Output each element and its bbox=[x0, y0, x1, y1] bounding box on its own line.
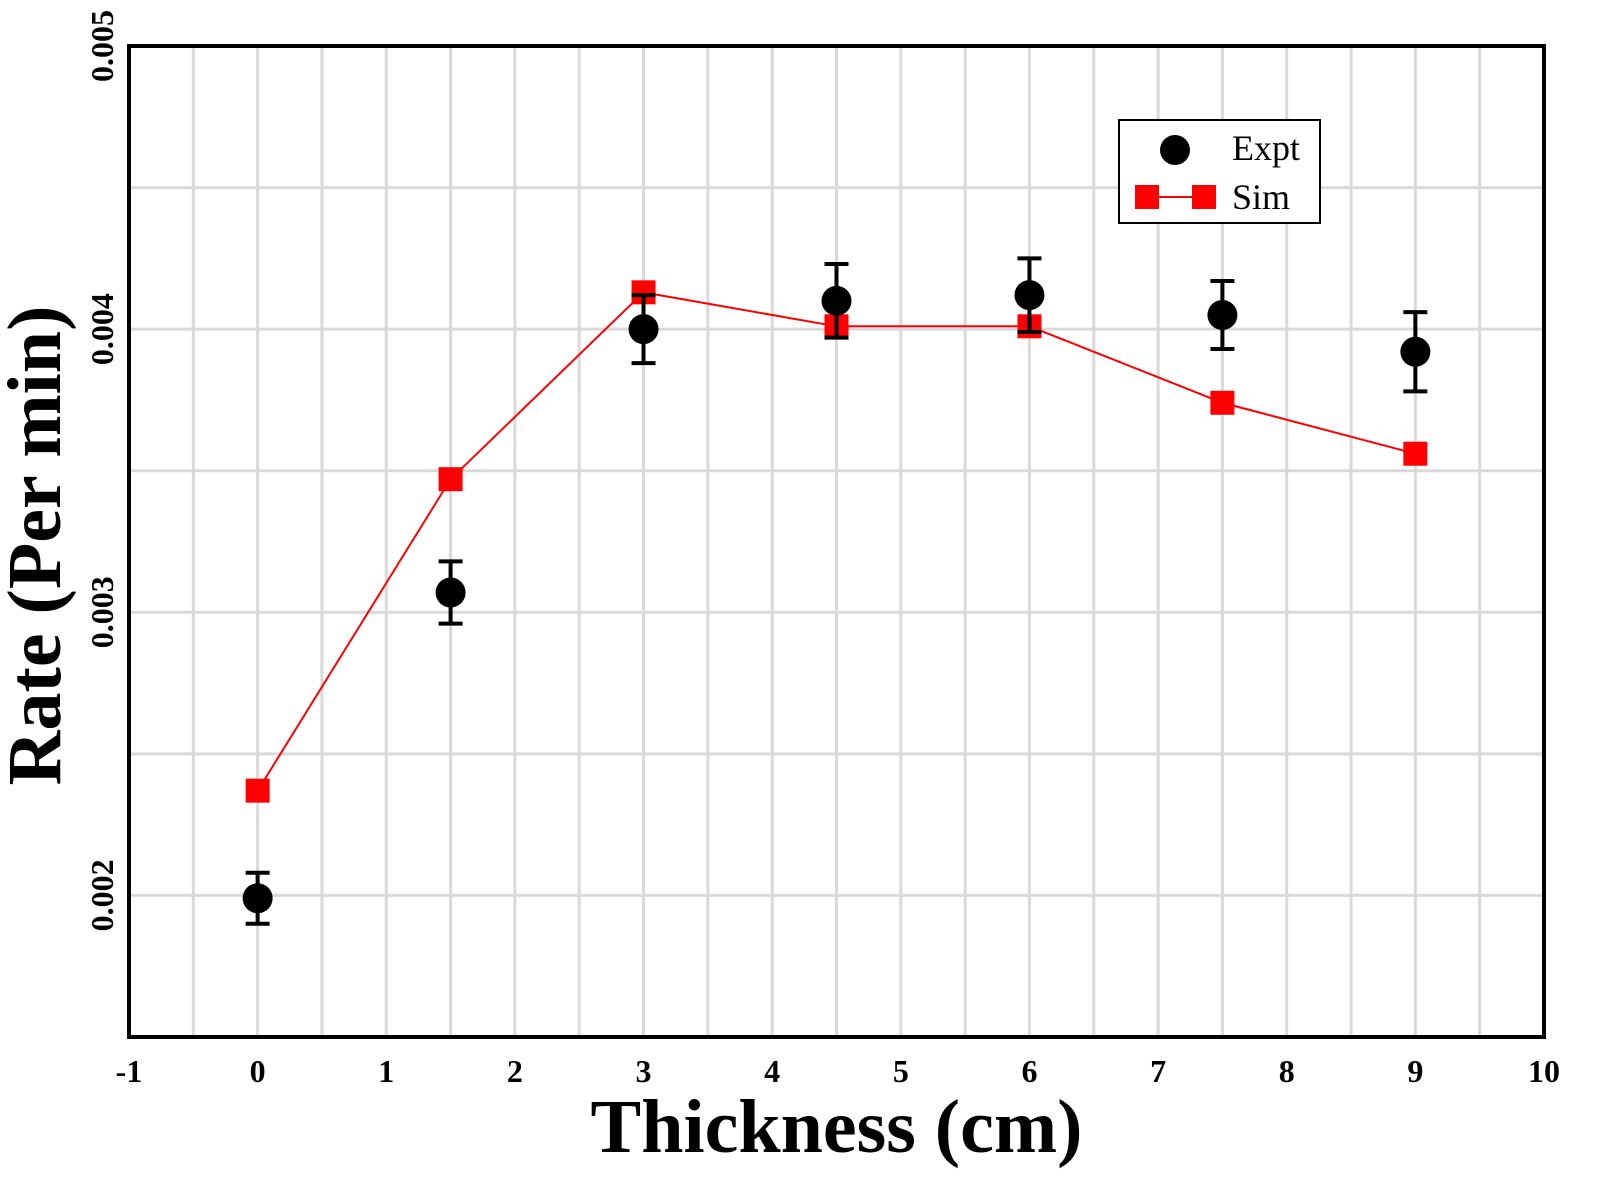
y-tick-label: 0.003 bbox=[84, 576, 120, 648]
x-axis-title: Thickness (cm) bbox=[591, 1085, 1083, 1169]
x-tick-label: 5 bbox=[893, 1053, 909, 1089]
expt-marker bbox=[1207, 299, 1238, 330]
expt-marker bbox=[628, 314, 659, 345]
legend-sim-label: Sim bbox=[1232, 177, 1290, 217]
x-tick-label: 3 bbox=[636, 1053, 652, 1089]
x-tick-label: 0 bbox=[250, 1053, 266, 1089]
legend: Expt Sim bbox=[1118, 119, 1321, 224]
x-tick-label: 1 bbox=[378, 1053, 394, 1089]
y-tick-label: 0.002 bbox=[84, 859, 120, 931]
expt-series bbox=[242, 256, 1431, 926]
legend-expt-label: Expt bbox=[1232, 128, 1300, 168]
x-tick-label: 10 bbox=[1528, 1053, 1560, 1089]
legend-expt-marker bbox=[1160, 135, 1190, 165]
y-tick-label: 0.004 bbox=[84, 293, 120, 365]
x-tick-label: 9 bbox=[1407, 1053, 1423, 1089]
sim-marker bbox=[438, 467, 463, 492]
plot-frame bbox=[127, 44, 1546, 1039]
x-tick-label: 7 bbox=[1150, 1053, 1166, 1089]
expt-marker bbox=[1400, 336, 1431, 367]
y-axis-title: Rate (Per min) bbox=[0, 306, 77, 786]
y-tick-label: 0.005 bbox=[84, 10, 120, 82]
grid bbox=[129, 46, 1544, 1037]
legend-sim-marker bbox=[1192, 185, 1216, 209]
x-tick-label: 4 bbox=[764, 1053, 780, 1089]
sim-marker bbox=[1210, 390, 1235, 415]
legend-sim-marker bbox=[1135, 185, 1159, 209]
expt-marker bbox=[242, 883, 273, 914]
expt-marker bbox=[821, 285, 852, 316]
x-tick-label: 2 bbox=[507, 1053, 523, 1089]
expt-marker bbox=[1014, 280, 1045, 311]
sim-marker bbox=[245, 778, 270, 803]
tick-labels: -1 0 1 2 3 4 5 6 7 8 9 10 0.002 0.003 0.004 0.005 bbox=[84, 10, 1560, 1089]
expt-marker bbox=[435, 577, 466, 608]
x-tick-label: -1 bbox=[116, 1053, 143, 1089]
x-tick-label: 8 bbox=[1279, 1053, 1295, 1089]
sim-marker bbox=[1403, 441, 1428, 466]
x-tick-label: 6 bbox=[1021, 1053, 1037, 1089]
